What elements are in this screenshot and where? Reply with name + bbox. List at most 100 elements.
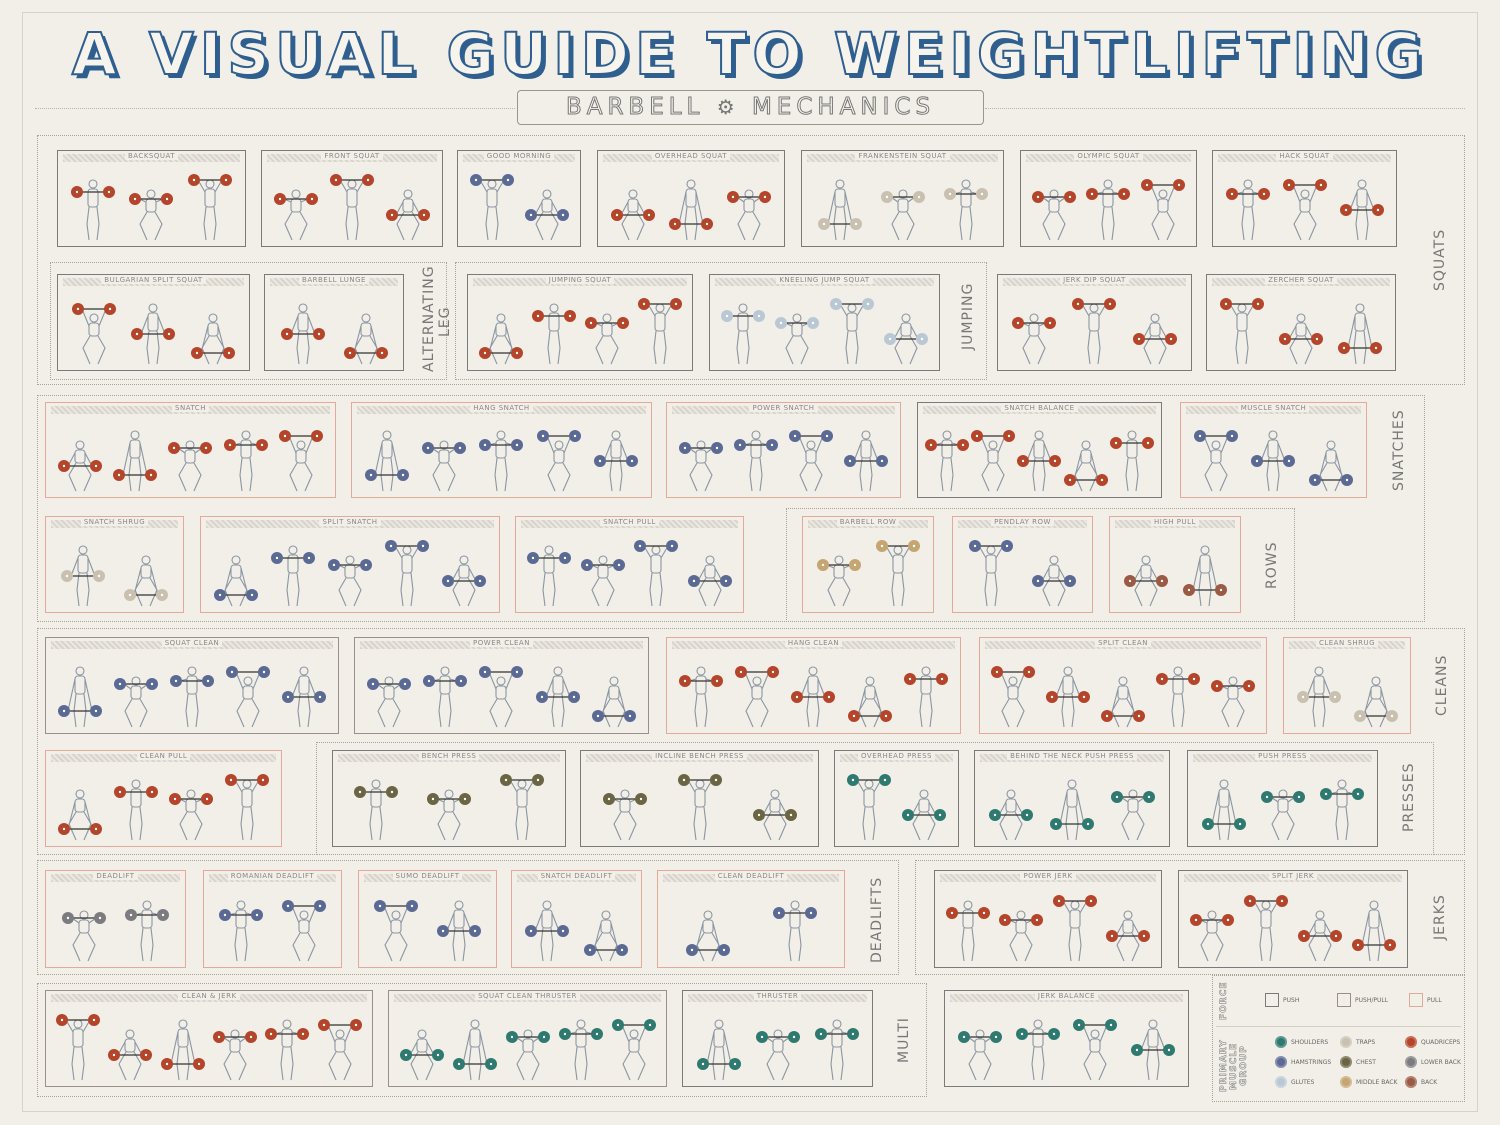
muscle-swatch [1405, 1076, 1417, 1088]
lifter-figure [327, 555, 372, 607]
legend-label: TRAPS [1356, 1038, 1376, 1046]
lifter-figure [364, 430, 409, 492]
lifter-figure [1110, 789, 1155, 841]
lifter-figure [226, 666, 270, 728]
lifter-figure [727, 189, 771, 241]
figure-sequence [358, 419, 645, 493]
lifter-figure [170, 666, 214, 728]
lifter-figure [817, 179, 862, 241]
figure-sequence [673, 419, 894, 493]
exercise-name: SQUAT CLEAN [161, 639, 223, 647]
lifter-figure [1012, 313, 1057, 365]
exercise-panel: OVERHEAD PRESS [834, 750, 959, 847]
divider [1216, 1026, 1461, 1027]
figure-sequence [1027, 167, 1190, 242]
legend-label: MIDDLE BACK [1356, 1078, 1398, 1086]
figure-sequence [941, 887, 1155, 963]
lifter-figure [1032, 555, 1077, 607]
exercise-panel: FRANKENSTEIN SQUAT [801, 150, 1004, 247]
lifter-figure [594, 430, 639, 492]
lifter-figure [679, 666, 724, 728]
exercise-panel: SNATCH PULL [515, 516, 744, 613]
lifter-figure [677, 774, 722, 841]
lifter-figure [1352, 900, 1396, 962]
figure-sequence [981, 767, 1163, 842]
exercise-panel: KNEELING JUMP SQUAT [709, 274, 940, 371]
lifter-figure [1278, 313, 1323, 365]
group-snatches [37, 395, 1425, 622]
lifter-figure [584, 313, 629, 365]
exercise-name: BARBELL ROW [836, 518, 900, 526]
lifter-figure [1046, 666, 1091, 728]
lifter-figure [634, 540, 679, 607]
exercise-panel: SUMO DEADLIFT [358, 870, 497, 968]
lifter-figure [531, 303, 576, 365]
exercise-panel: CLEAN DEADLIFT [657, 870, 845, 968]
lifter-figure [478, 313, 523, 365]
figure-sequence [959, 533, 1086, 608]
lifter-figure [637, 298, 682, 365]
lifter-figure [688, 555, 733, 607]
exercise-name: BEHIND THE NECK PUSH PRESS [1007, 752, 1137, 760]
lifter-figure [452, 1019, 497, 1081]
exercise-panel: DEADLIFT [45, 870, 186, 968]
lifter-figure [57, 789, 102, 841]
exercise-panel: POWER SNATCH [666, 402, 901, 498]
legend-label: SHOULDERS [1291, 1038, 1329, 1046]
figure-sequence [841, 767, 952, 842]
lifter-figure [61, 545, 106, 607]
lifter-figure [678, 440, 723, 492]
figure-sequence [64, 291, 243, 366]
figure-sequence [210, 887, 335, 963]
lifter-figure [385, 540, 430, 607]
force-swatch [1409, 993, 1423, 1007]
lifter-figure [1073, 1019, 1118, 1081]
lifter-figure [423, 666, 468, 728]
group-label-presses: PRESSES [1401, 762, 1417, 833]
figure-sequence [1194, 767, 1371, 842]
legend-muscle-title: PRIMARY MUSCLE GROUP [1219, 1039, 1250, 1093]
lifter-figure [223, 430, 268, 492]
lifter-figure [1244, 895, 1288, 962]
muscle-swatch [1405, 1036, 1417, 1048]
lifter-figure [535, 666, 580, 728]
lifter-figure [1339, 179, 1384, 241]
lifter-figure [829, 298, 874, 365]
exercise-name: SPLIT CLEAN [1095, 639, 1151, 647]
lifter-figure [1210, 676, 1255, 728]
figure-sequence [52, 887, 179, 963]
group-label-cleans: CLEANS [1434, 654, 1450, 716]
lifter-figure [696, 1019, 741, 1081]
lifter-figure [317, 1019, 362, 1081]
legend-muscle-traps: TRAPS [1340, 1036, 1375, 1048]
lifter-figure [281, 900, 326, 962]
exercise-panel: BULGARIAN SPLIT SQUAT [57, 274, 250, 371]
figure-sequence [395, 1007, 660, 1082]
lifter-figure [57, 440, 102, 492]
lifter-figure [282, 666, 326, 728]
lifter-figure [125, 900, 170, 962]
lifter-figure [1353, 676, 1398, 728]
lifter-figure [1017, 430, 1062, 492]
lifter-figure [225, 774, 270, 841]
exercise-name: POWER SNATCH [749, 404, 818, 412]
lifter-figure [525, 900, 570, 962]
figure-sequence [1213, 291, 1389, 366]
lifter-figure [1049, 779, 1094, 841]
figure-sequence [339, 767, 559, 842]
lifter-figure [971, 430, 1016, 492]
exercise-panel: SPLIT CLEAN [979, 637, 1267, 734]
legend-muscle-lower_back: LOWER BACK [1405, 1056, 1461, 1068]
lifter-figure [213, 1029, 258, 1081]
lifter-figure [735, 666, 780, 728]
lifter-figure [945, 900, 990, 962]
lifter-figure [280, 303, 325, 365]
lifter-figure [733, 430, 778, 492]
exercise-name: CLEAN PULL [136, 752, 191, 760]
lifter-figure [367, 676, 412, 728]
lifter-figure [721, 303, 766, 365]
lifter-figure [1100, 676, 1145, 728]
legend-label: BACK [1421, 1078, 1438, 1086]
lifter-figure [1193, 430, 1238, 492]
legend-label: CHEST [1356, 1058, 1376, 1066]
